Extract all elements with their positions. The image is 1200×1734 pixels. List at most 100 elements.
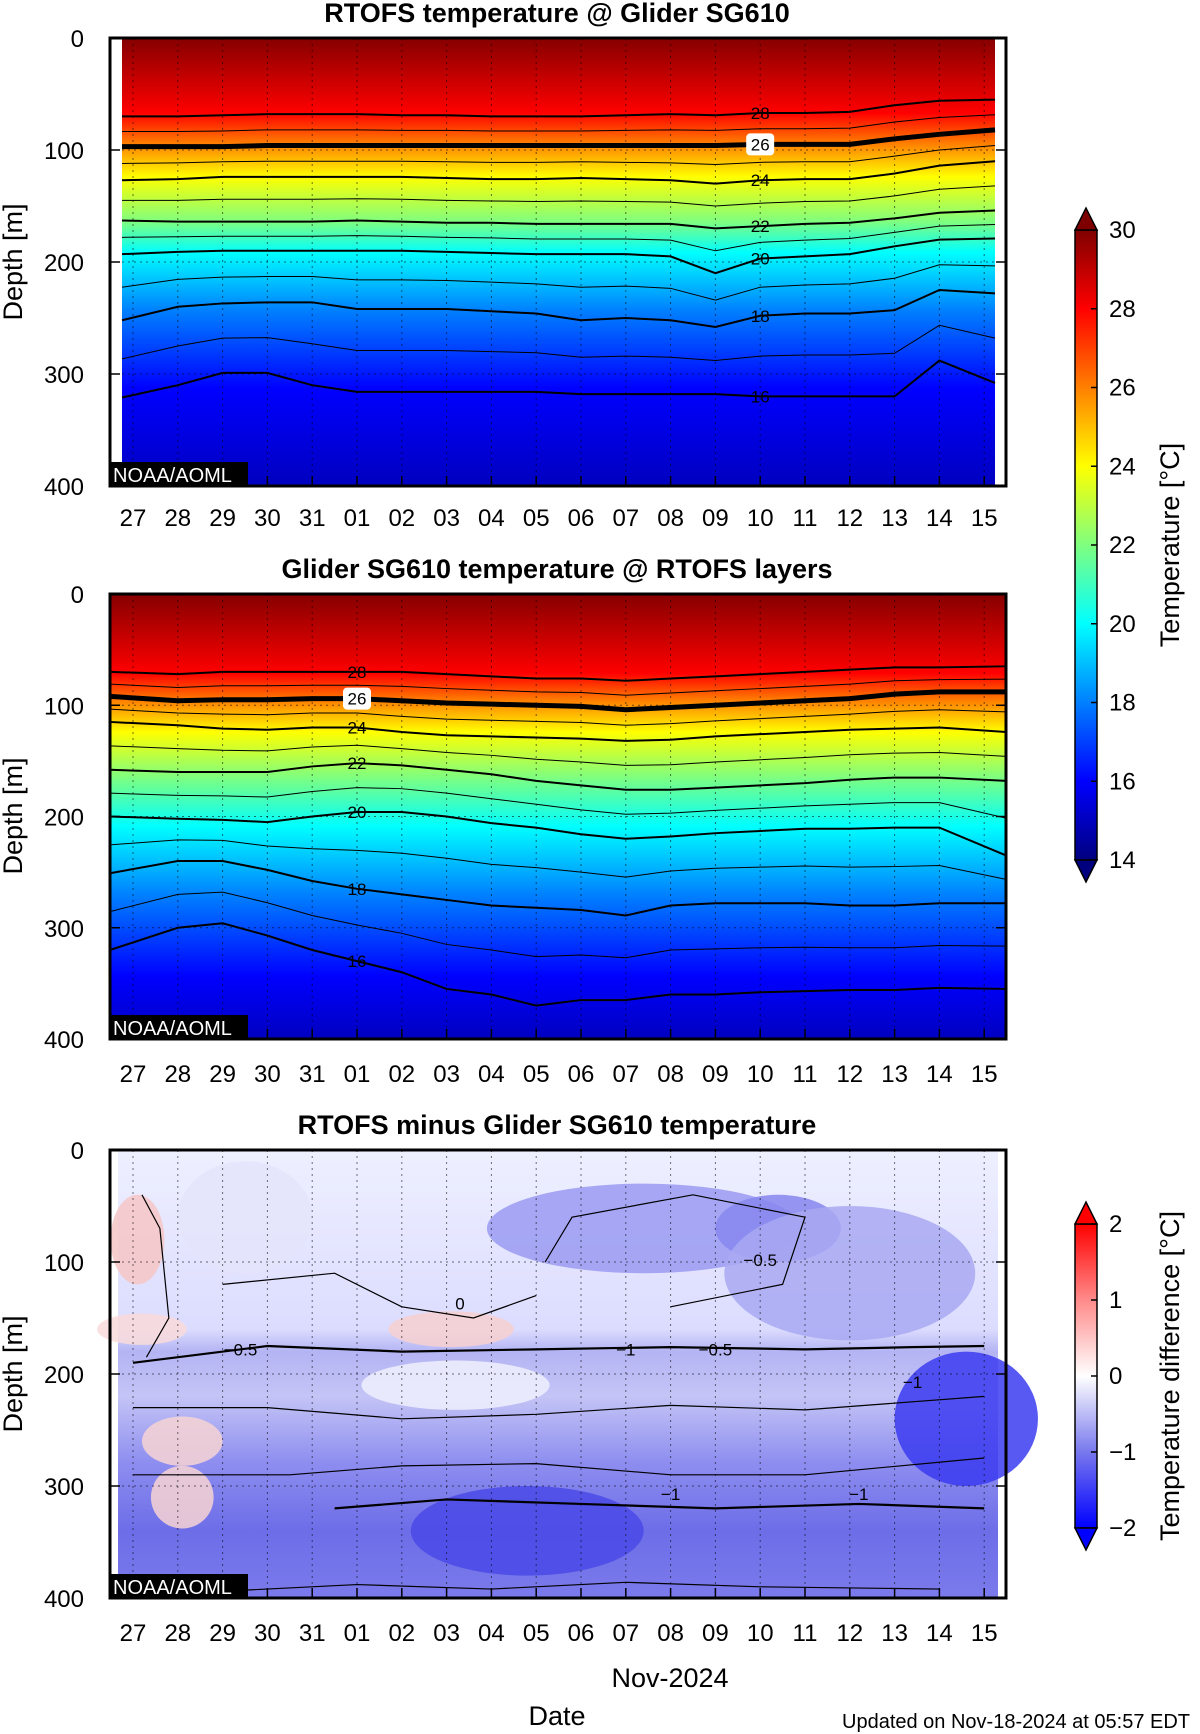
- x-tick-label: 07: [612, 1620, 639, 1647]
- x-tick-label: 01: [344, 505, 371, 532]
- heatmap-field: [97, 1150, 1038, 1598]
- contour-line: [109, 762, 1007, 791]
- contour-label: 18: [348, 880, 367, 899]
- y-tick-label: 100: [44, 693, 84, 720]
- contour-label: 24: [348, 719, 367, 738]
- x-tick-label: 27: [120, 505, 147, 532]
- panel-glider-temperature: Glider SG610 temperature @ RTOFS layers …: [0, 554, 1008, 1088]
- heatmap-field: [110, 594, 1006, 1039]
- contour-line: [334, 1498, 985, 1510]
- x-ticks: 27 28 29 30 31 01 02 03 04 05 06 07 08 09 10 11 12 13 14 15: [120, 1588, 998, 1647]
- colorbar-tick-label: 1: [1109, 1287, 1122, 1314]
- contour-label: 22: [751, 217, 770, 236]
- watermark: NOAA/AOML: [113, 1577, 232, 1599]
- contour-line: [109, 720, 1007, 742]
- contour-label: 22: [348, 754, 367, 773]
- contour-line: [132, 1344, 985, 1364]
- x-tick-label: 02: [388, 1061, 415, 1088]
- contour-label: 0: [455, 1294, 464, 1313]
- panel-rtofs-temperature: RTOFS temperature @ Glider SG610 2826242…: [0, 0, 1008, 532]
- x-tick-label: 31: [299, 1061, 326, 1088]
- y-ticks: 0 100 200 300 400: [44, 582, 1006, 1054]
- contour-line: [109, 665, 1007, 682]
- x-tick-label: 28: [164, 1620, 191, 1647]
- contour-line-minor: [121, 324, 996, 362]
- x-tick-label: 09: [702, 505, 729, 532]
- contour-lines: 28 26 24 22 20 18 16: [121, 98, 996, 406]
- colorbar-bottom-arrow: [1073, 1527, 1099, 1552]
- x-tick-label: 03: [433, 1061, 460, 1088]
- x-tick-label: 11: [793, 1620, 818, 1647]
- watermark-bg: [110, 1574, 248, 1598]
- x-tick-label: 30: [254, 1620, 281, 1647]
- contour-label: −0.5: [699, 1340, 733, 1359]
- colorbar-temperature: 14 16 18 20 22 24 26 28 30 Temperature [°C]: [1073, 206, 1185, 884]
- y-tick-label: 100: [44, 138, 84, 165]
- x-tick-label: 04: [478, 1061, 505, 1088]
- x-tick-label: 03: [433, 1620, 460, 1647]
- watermark-bg: [110, 1015, 248, 1039]
- x-axis-label: Date: [528, 1701, 585, 1731]
- x-tick-label: 08: [657, 1061, 684, 1088]
- x-tick-label: 04: [478, 1620, 505, 1647]
- contour-label: 16: [348, 952, 367, 971]
- x-tick-label: 29: [209, 505, 236, 532]
- x-tick-label: 13: [881, 1061, 908, 1088]
- heatmap-fill: [110, 594, 1006, 1039]
- colorbar-tick-label: 0: [1109, 1363, 1122, 1390]
- x-axis-group-label: Nov-2024: [611, 1663, 728, 1693]
- contour-line: [121, 359, 996, 399]
- x-tick-label: 15: [971, 505, 998, 532]
- x-tick-label: 12: [836, 1620, 863, 1647]
- x-tick-label: 01: [344, 1620, 371, 1647]
- x-tick-label: 04: [478, 505, 505, 532]
- difference-patch: [97, 1313, 187, 1345]
- x-tick-label: 10: [747, 505, 774, 532]
- contour-lines: 28 26 24 22 20 18 16: [109, 663, 1007, 1007]
- x-tick-label: 31: [299, 505, 326, 532]
- x-tick-label: 10: [747, 1620, 774, 1647]
- difference-patch: [894, 1351, 1038, 1487]
- x-tick-label: 15: [971, 1061, 998, 1088]
- contour-line: [121, 288, 996, 328]
- colorbar-tick-label: 20: [1109, 611, 1136, 638]
- colorbar-tick-label: 16: [1109, 768, 1136, 795]
- x-ticks: 27 28 29 30 31 01 02 03 04 05 06 07 08 09 10 11 12 13 14 15: [120, 1029, 998, 1088]
- y-tick-label: 400: [44, 1586, 84, 1613]
- contour-label: 20: [751, 250, 770, 269]
- y-tick-label: 200: [44, 250, 84, 277]
- x-tick-label: 27: [120, 1061, 147, 1088]
- y-tick-label: 0: [71, 1138, 84, 1165]
- x-tick-label: 01: [344, 1061, 371, 1088]
- panel-title: RTOFS minus Glider SG610 temperature: [298, 1110, 817, 1140]
- contour-line: [109, 811, 1007, 857]
- x-tick-label: 13: [881, 505, 908, 532]
- difference-patch: [150, 1465, 214, 1529]
- x-tick-label: 31: [299, 1620, 326, 1647]
- difference-patch: [141, 1416, 223, 1466]
- x-tick-label: 03: [433, 505, 460, 532]
- difference-patch: [388, 1311, 514, 1348]
- colorbar-tick-label: 2: [1109, 1211, 1122, 1238]
- y-tick-label: 400: [44, 1027, 84, 1054]
- contour-label-bg: [343, 687, 371, 710]
- x-tick-label: 06: [568, 1620, 595, 1647]
- x-tick-label: 14: [926, 505, 953, 532]
- contour-line: [544, 1194, 806, 1308]
- x-tick-label: 12: [836, 1061, 863, 1088]
- colorbar-tick-label: 26: [1109, 375, 1136, 402]
- x-tick-label: 12: [836, 505, 863, 532]
- updated-timestamp: Updated on Nov-18-2024 at 05:57 EDT: [842, 1711, 1190, 1733]
- x-tick-label: 11: [793, 1061, 818, 1088]
- contour-label: −1: [849, 1485, 868, 1504]
- y-tick-label: 200: [44, 805, 84, 832]
- difference-patch: [110, 1194, 165, 1285]
- contour-line: [109, 922, 1007, 1007]
- contour-line: [121, 160, 996, 185]
- contour-line: [121, 209, 996, 230]
- x-tick-label: 02: [388, 505, 415, 532]
- x-tick-label: 29: [209, 1061, 236, 1088]
- contour-label: 20: [348, 803, 367, 822]
- colorbar-tick-label: 28: [1109, 296, 1136, 323]
- difference-patch: [361, 1360, 550, 1410]
